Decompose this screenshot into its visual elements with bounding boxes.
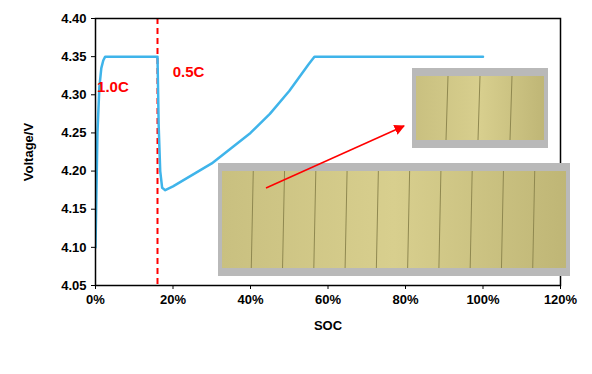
- svg-text:SOC: SOC: [314, 318, 343, 333]
- svg-text:4.25: 4.25: [61, 125, 86, 140]
- svg-text:0.5C: 0.5C: [173, 63, 205, 80]
- svg-text:120%: 120%: [544, 292, 578, 307]
- svg-text:80%: 80%: [392, 292, 418, 307]
- svg-text:4.30: 4.30: [61, 87, 86, 102]
- svg-text:4.15: 4.15: [61, 201, 86, 216]
- svg-text:4.35: 4.35: [61, 49, 86, 64]
- svg-text:Voltage/V: Voltage/V: [21, 123, 36, 182]
- svg-text:4.40: 4.40: [61, 11, 86, 26]
- svg-text:4.10: 4.10: [61, 240, 86, 255]
- svg-text:0%: 0%: [86, 292, 105, 307]
- svg-text:60%: 60%: [315, 292, 341, 307]
- svg-text:1.0C: 1.0C: [97, 78, 129, 95]
- svg-text:100%: 100%: [466, 292, 500, 307]
- svg-text:4.05: 4.05: [61, 278, 86, 293]
- svg-text:20%: 20%: [160, 292, 186, 307]
- svg-text:40%: 40%: [237, 292, 263, 307]
- svg-text:4.20: 4.20: [61, 163, 86, 178]
